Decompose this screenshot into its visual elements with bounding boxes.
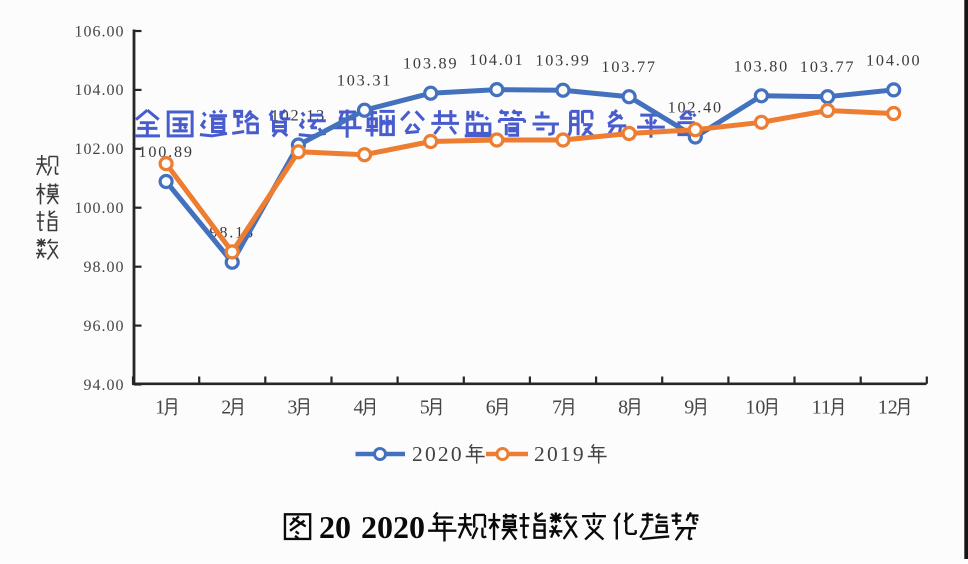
svg-text:100.00: 100.00 — [75, 200, 125, 217]
svg-text:103.99: 103.99 — [535, 52, 590, 70]
svg-text:103.77: 103.77 — [800, 58, 855, 76]
svg-text:103.80: 103.80 — [734, 57, 789, 75]
svg-text:6: 6 — [486, 396, 496, 418]
svg-text:94.00: 94.00 — [84, 377, 125, 394]
svg-text:12: 12 — [878, 396, 898, 418]
svg-text:98.00: 98.00 — [84, 259, 125, 276]
svg-text:10: 10 — [745, 396, 765, 418]
svg-text:4: 4 — [354, 396, 364, 418]
svg-text:7: 7 — [552, 396, 562, 418]
svg-text:3: 3 — [287, 396, 297, 418]
svg-text:2020: 2020 — [412, 442, 464, 466]
svg-text:2: 2 — [221, 396, 231, 418]
svg-text:1: 1 — [155, 396, 165, 418]
svg-text:2019: 2019 — [534, 442, 586, 466]
svg-text:2020: 2020 — [361, 509, 425, 545]
svg-text:96.00: 96.00 — [84, 318, 125, 335]
svg-text:5: 5 — [420, 396, 430, 418]
svg-text:104.00: 104.00 — [75, 82, 125, 99]
svg-text:103.77: 103.77 — [601, 58, 656, 76]
svg-text:100.89: 100.89 — [138, 143, 193, 161]
svg-text:104.00: 104.00 — [866, 51, 921, 69]
svg-text:103.31: 103.31 — [337, 72, 392, 90]
svg-text:102.40: 102.40 — [668, 99, 723, 117]
svg-text:9: 9 — [684, 396, 694, 418]
svg-text:11: 11 — [812, 396, 831, 418]
svg-text:102.00: 102.00 — [75, 141, 125, 158]
svg-text:106.00: 106.00 — [75, 23, 125, 40]
svg-text:103.89: 103.89 — [403, 55, 458, 73]
svg-text:20: 20 — [319, 509, 351, 545]
svg-text:104.01: 104.01 — [469, 51, 524, 69]
svg-text:8: 8 — [618, 396, 628, 418]
